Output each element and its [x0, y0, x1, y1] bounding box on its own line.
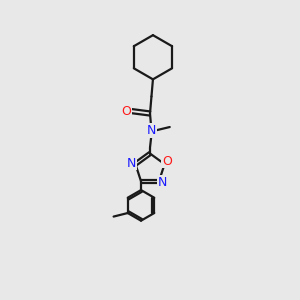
- Text: O: O: [162, 155, 172, 168]
- Text: O: O: [121, 105, 131, 118]
- Text: N: N: [158, 176, 167, 189]
- Text: N: N: [127, 157, 136, 170]
- Text: N: N: [147, 124, 156, 137]
